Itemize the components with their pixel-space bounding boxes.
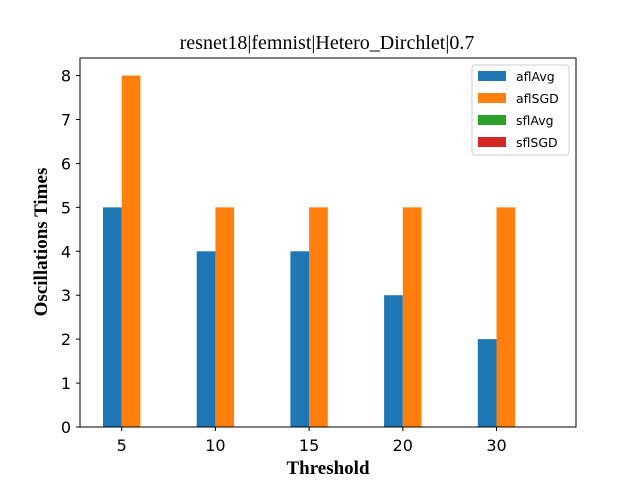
bar-aflAvg-20 (384, 295, 403, 427)
x-tick-label: 15 (299, 436, 319, 455)
x-tick-label: 30 (486, 436, 506, 455)
legend-label-aflAvg: aflAvg (516, 69, 555, 84)
x-axis: 5 10 15 20 30 (117, 427, 507, 455)
y-axis-label: Oscillations Times (31, 168, 52, 317)
bar-aflAvg-5 (103, 207, 122, 427)
legend-label-sflSGD: sflSGD (516, 135, 558, 150)
bar-aflSGD-5 (121, 75, 141, 428)
bar-aflSGD-30 (496, 207, 516, 427)
y-tick-label: 2 (61, 330, 71, 349)
legend-swatch-aflAvg (478, 71, 506, 81)
legend-box (471, 64, 570, 156)
y-tick-label: 6 (61, 154, 71, 173)
legend-swatch-sflSGD (478, 137, 506, 147)
plot-frame (79, 57, 577, 428)
bar-aflAvg-10 (196, 251, 216, 427)
bars-group (103, 75, 516, 428)
y-tick-label: 3 (61, 286, 71, 305)
legend-label-aflSGD: aflSGD (516, 91, 559, 106)
legend-label-sflAvg: sflAvg (516, 113, 554, 128)
y-tick-label: 7 (61, 111, 71, 130)
bar-aflSGD-20 (402, 207, 422, 427)
chart-title: resnet18|femnist|Hetero_Dirchlet|0.7 (180, 32, 475, 54)
legend: aflAvg aflSGD sflAvg sflSGD (471, 64, 570, 156)
y-tick-label: 0 (61, 418, 71, 437)
bar-aflAvg-30 (477, 339, 497, 427)
x-tick-label: 5 (117, 436, 127, 455)
legend-swatch-sflAvg (478, 115, 506, 125)
bar-aflSGD-15 (309, 207, 328, 427)
x-tick-label: 20 (393, 436, 413, 455)
bar-aflAvg-15 (290, 251, 310, 427)
bar-aflSGD-10 (215, 207, 235, 427)
y-tick-label: 8 (61, 67, 71, 86)
x-axis-label: Threshold (286, 458, 370, 479)
y-tick-label: 1 (61, 374, 71, 393)
y-tick-label: 4 (61, 242, 71, 261)
y-axis: 0 1 2 3 4 5 6 7 8 (61, 67, 80, 437)
legend-swatch-aflSGD (478, 93, 506, 103)
y-tick-label: 5 (61, 198, 71, 217)
x-tick-label: 10 (205, 436, 225, 455)
